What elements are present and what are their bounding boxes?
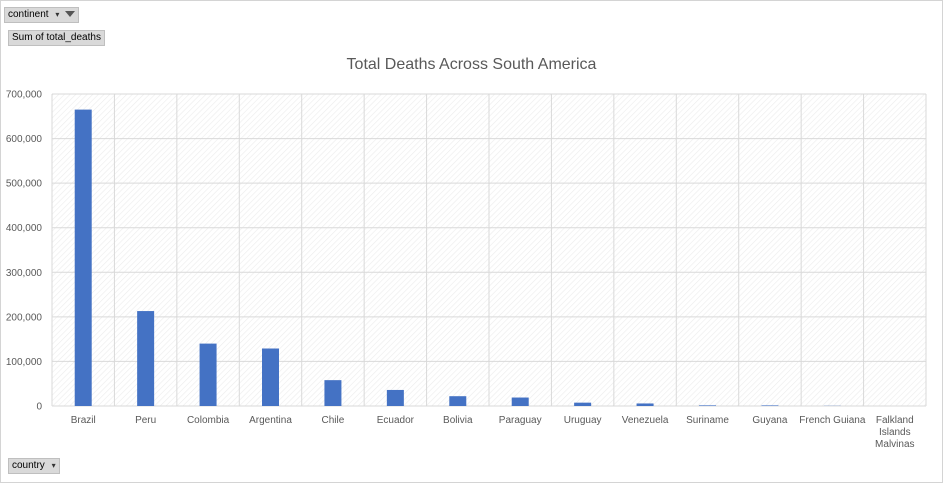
bar[interactable] [324,380,342,406]
filter-funnel-icon[interactable] [65,11,76,18]
continent-filter-button[interactable]: continent ▾ [4,7,80,23]
x-tick-label: Guyana [752,415,787,426]
sum-field-button[interactable]: Sum of total_deaths [8,30,105,46]
y-tick-label: 400,000 [6,223,43,234]
bar[interactable] [574,402,592,406]
x-tick-label: Suriname [686,415,729,426]
x-tick-label: Ecuador [377,415,415,426]
bar[interactable] [199,343,217,406]
dropdown-arrow-icon[interactable]: ▾ [55,10,60,19]
bar[interactable] [386,389,404,406]
x-tick-label: Chile [322,415,345,426]
x-tick-label: Peru [135,415,156,426]
bar[interactable] [74,109,92,406]
x-tick-label: Paraguay [499,415,542,426]
bar[interactable] [449,396,467,406]
bar[interactable] [511,397,529,406]
bar[interactable] [699,405,716,406]
dropdown-arrow-icon[interactable]: ▾ [51,461,56,470]
bar[interactable] [137,311,155,406]
x-tick-label: Brazil [71,415,96,426]
y-tick-label: 100,000 [6,357,43,368]
x-tick-label: Uruguay [564,415,602,426]
y-tick-label: 700,000 [6,90,43,101]
x-tick-label: Colombia [187,415,230,426]
x-tick-label: French Guiana [799,415,866,426]
country-filter-label: country [12,460,45,471]
y-tick-label: 200,000 [6,312,43,323]
x-tick-label: Falkland Islands Malvinas [875,415,914,450]
continent-filter-label: continent [8,9,49,20]
y-tick-label: 300,000 [6,268,43,279]
bar[interactable] [262,348,279,406]
y-tick-label: 0 [36,402,42,413]
country-filter-button[interactable]: country ▾ [8,458,60,474]
sum-field-label: Sum of total_deaths [12,32,101,43]
bar[interactable] [636,403,654,406]
x-tick-label: Venezuela [622,415,669,426]
y-tick-label: 500,000 [6,179,43,190]
bar[interactable] [761,405,779,406]
y-tick-label: 600,000 [6,134,43,145]
x-tick-label: Bolivia [443,415,473,426]
chart-title: Total Deaths Across South America [346,56,597,73]
x-tick-label: Argentina [249,415,292,426]
